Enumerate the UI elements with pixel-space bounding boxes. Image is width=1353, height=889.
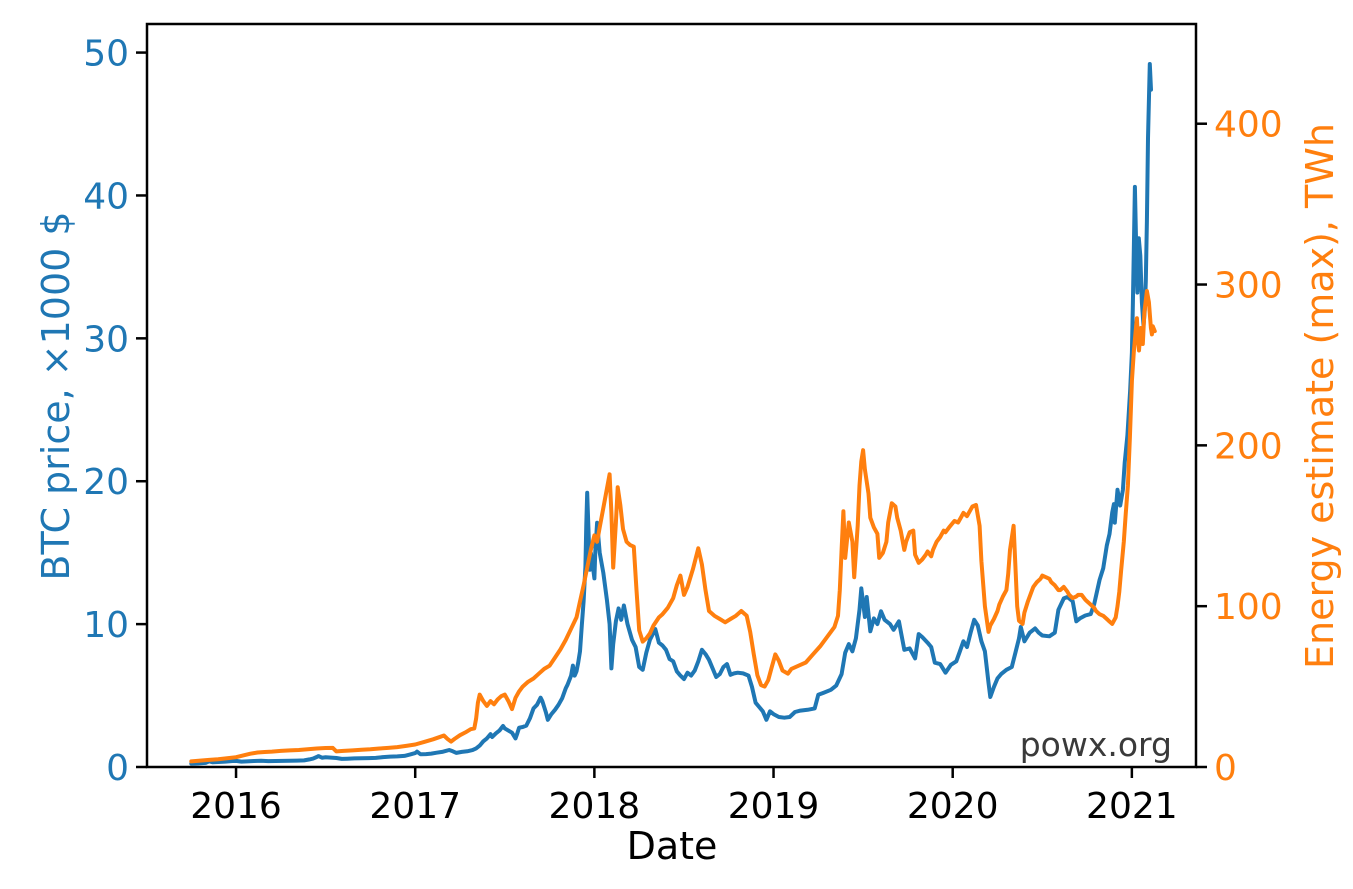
right-tick-label: 100 xyxy=(1214,587,1283,628)
right-tick-label: 200 xyxy=(1214,426,1283,467)
right-tick-label: 0 xyxy=(1214,748,1237,789)
right-tick-label: 300 xyxy=(1214,265,1283,306)
left-tick-label: 10 xyxy=(83,605,129,646)
x-tick-label: 2018 xyxy=(549,786,641,827)
watermark-text: powx.org xyxy=(1019,725,1172,764)
right-y-axis-label: Energy estimate (max), TWh xyxy=(1298,123,1342,669)
x-tick-label: 2020 xyxy=(907,786,999,827)
x-axis-label: Date xyxy=(626,824,718,868)
left-tick-label: 50 xyxy=(83,34,129,75)
left-y-axis-label: BTC price, ×1000 $ xyxy=(34,211,78,581)
left-tick-label: 30 xyxy=(83,319,129,360)
x-tick-label: 2019 xyxy=(728,786,820,827)
x-tick-label: 2021 xyxy=(1086,786,1178,827)
right-tick-label: 400 xyxy=(1214,105,1283,146)
left-tick-label: 0 xyxy=(106,748,129,789)
plot-frame xyxy=(145,22,1198,769)
left-tick-label: 40 xyxy=(83,176,129,217)
left-tick-label: 20 xyxy=(83,462,129,503)
series-line-energy-estimate xyxy=(189,289,1157,764)
series-line-btc-price xyxy=(189,62,1153,766)
x-tick-label: 2017 xyxy=(369,786,461,827)
x-tick-label: 2016 xyxy=(190,786,282,827)
